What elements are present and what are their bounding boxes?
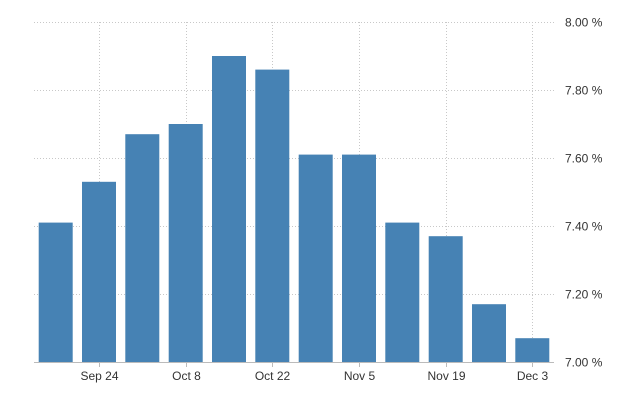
bar — [515, 338, 550, 362]
bar — [385, 222, 420, 362]
bar — [168, 124, 203, 362]
x-tick-label: Nov 5 — [344, 369, 376, 383]
x-tick-label: Sep 24 — [80, 369, 118, 383]
x-axis-tick-labels: Sep 24 Oct 8 Oct 22 Nov 5 Nov 19 Dec 3 — [80, 369, 548, 383]
y-tick-label: 8.00 % — [565, 16, 603, 30]
x-tick-label: Nov 19 — [427, 369, 465, 383]
bar — [212, 56, 246, 362]
y-tick-label: 7.60 % — [565, 152, 603, 166]
bar — [82, 181, 116, 362]
y-tick-label: 7.00 % — [565, 356, 603, 370]
y-tick-label: 7.40 % — [565, 220, 603, 234]
bars — [38, 56, 550, 362]
bar — [38, 222, 73, 362]
y-tick-label: 7.20 % — [565, 288, 603, 302]
x-tick-label: Oct 22 — [255, 369, 291, 383]
bar — [342, 154, 376, 362]
bar — [255, 69, 290, 362]
bar — [125, 134, 160, 362]
x-tick-label: Dec 3 — [517, 369, 549, 383]
axes — [34, 362, 554, 367]
y-axis-tick-labels: 7.00 % 7.20 % 7.40 % 7.60 % 7.80 % 8.00 % — [565, 16, 603, 370]
bar — [472, 304, 506, 362]
x-tick-label: Oct 8 — [172, 369, 201, 383]
bar — [428, 236, 463, 362]
bar — [298, 154, 333, 362]
y-tick-label: 7.80 % — [565, 84, 603, 98]
